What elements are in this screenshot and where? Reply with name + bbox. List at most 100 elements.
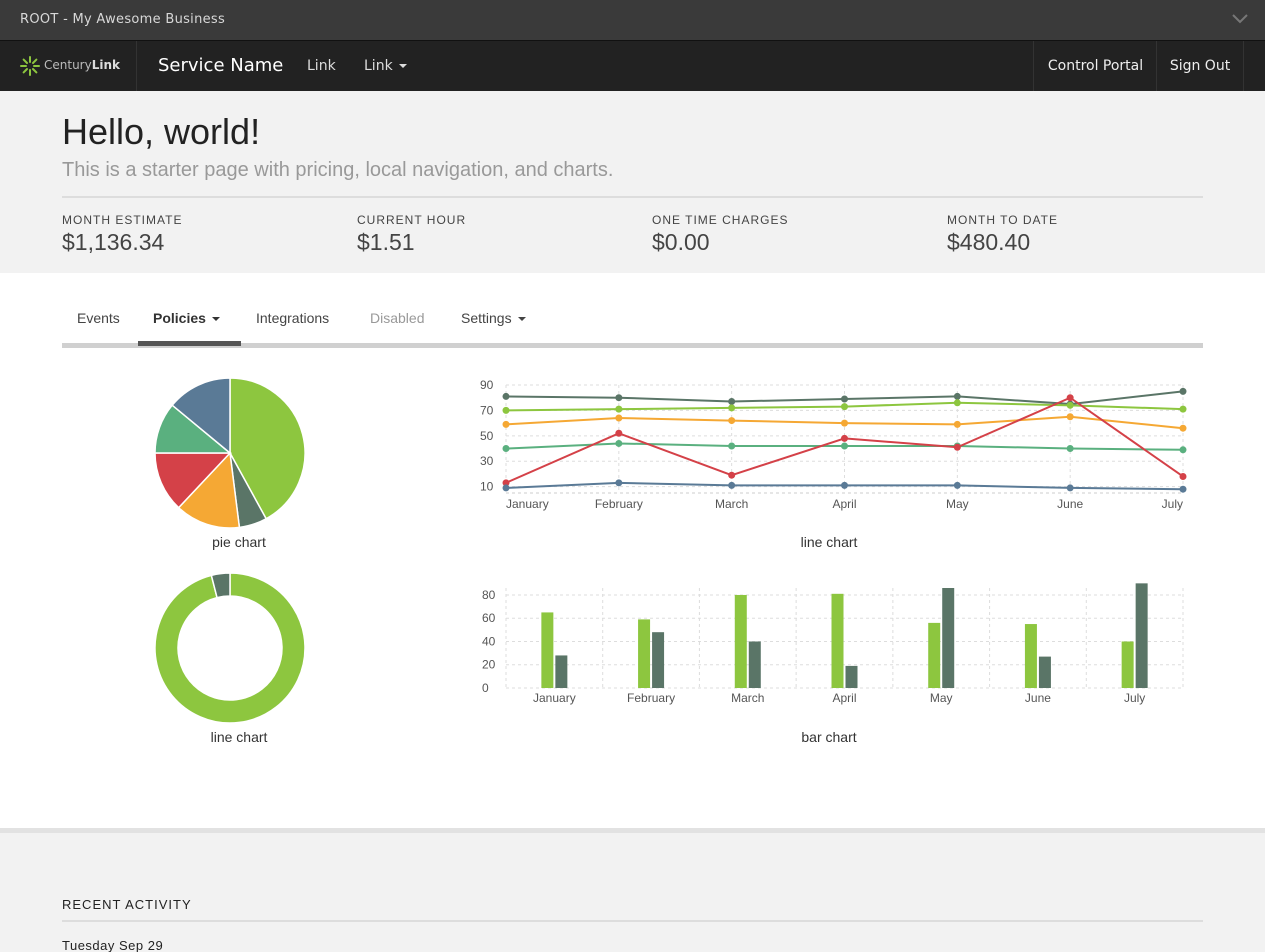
control-portal-label: Control Portal [1047, 58, 1144, 74]
y-tick-label-3: 60 [482, 611, 496, 625]
brand-name: CenturyLink [44, 58, 120, 72]
stat-value: $0.00 [652, 229, 710, 255]
brand-name-bold: Link [91, 58, 121, 72]
data-point-5-5 [1066, 484, 1074, 492]
data-point-2-5 [1066, 413, 1074, 421]
bar-1-2 [748, 641, 761, 688]
bar-0-3 [831, 593, 844, 688]
data-point-5-6 [1179, 485, 1187, 493]
tab-settings-label: Settings [461, 310, 512, 326]
data-point-2-1 [615, 414, 623, 422]
y-tick-label-2: 40 [482, 634, 496, 648]
stat-label: CURRENT HOUR [357, 213, 467, 227]
service-name[interactable]: Service Name [158, 55, 284, 76]
data-point-2-2 [728, 417, 736, 425]
data-point-5-0 [502, 484, 510, 492]
navbar: CenturyLink Service Name Link Link Contr… [0, 40, 1265, 91]
data-point-3-6 [1179, 446, 1187, 454]
stat-month-to-date: MONTH TO DATE $480.40 [947, 213, 1058, 256]
data-point-4-4 [953, 443, 961, 451]
window-title-bar: ROOT - My Awesome Business [0, 0, 1265, 40]
centurylink-logo-icon [20, 56, 40, 76]
donut-slice-0 [154, 572, 306, 724]
data-point-0-6 [1179, 387, 1187, 395]
section-title: RECENT ACTIVITY [62, 897, 192, 912]
data-point-4-1 [615, 429, 623, 437]
bar-0-0 [541, 612, 554, 688]
data-point-4-6 [1179, 472, 1187, 480]
tab-policies[interactable]: Policies [153, 310, 220, 326]
tab-integrations[interactable]: Integrations [256, 310, 330, 326]
brand-name-light: Century [44, 58, 92, 72]
data-point-1-5 [1066, 401, 1074, 409]
data-point-1-4 [953, 399, 961, 407]
data-point-4-5 [1066, 394, 1074, 402]
data-point-2-3 [841, 419, 848, 427]
data-point-0-4 [953, 392, 961, 400]
line-chart-caption: line chart [800, 534, 858, 550]
data-point-3-0 [502, 445, 510, 453]
stat-value: $1,136.34 [62, 229, 165, 255]
data-point-3-2 [728, 442, 736, 450]
stat-label: MONTH TO DATE [947, 213, 1059, 227]
pie-slice-2 [177, 451, 241, 529]
page-title: Hello, world! [62, 111, 261, 152]
bar-1-0 [555, 655, 568, 688]
bar-1-6 [1135, 583, 1148, 688]
tab-settings[interactable]: Settings [461, 310, 526, 326]
bar-chart: 0 20 40 60 80 January February March April May Jun… [482, 583, 1184, 705]
x-tick-label-0: January [506, 497, 549, 511]
bar-1-5 [1038, 656, 1051, 688]
pie-slice-5 [171, 377, 231, 455]
data-point-1-3 [841, 403, 848, 411]
nav-link-1[interactable]: Link [307, 58, 336, 74]
bar-0-2 [734, 594, 747, 688]
caret-down-icon [211, 317, 220, 322]
data-point-3-5 [1066, 445, 1074, 453]
tab-policies-label: Policies [153, 310, 206, 326]
activity-date: Tuesday Sep 29 [62, 938, 164, 952]
data-point-2-6 [1179, 424, 1187, 432]
bar-1-4 [942, 588, 955, 688]
y-tick-label-0: 0 [482, 681, 489, 695]
stat-month-estimate: MONTH ESTIMATE $1,136.34 [62, 213, 182, 256]
sign-out-link[interactable]: Sign Out [1156, 41, 1244, 91]
bar-0-1 [638, 619, 651, 688]
x-tick-label-2: March [715, 497, 748, 511]
tab-events[interactable]: Events [77, 310, 120, 326]
window-title: ROOT - My Awesome Business [20, 12, 226, 27]
caret-down-icon [517, 317, 526, 322]
stat-value: $1.51 [357, 229, 415, 255]
bar-0-5 [1024, 624, 1037, 688]
chevron-down-icon[interactable] [1231, 12, 1249, 26]
data-point-2-4 [953, 420, 961, 428]
pie-chart [154, 377, 306, 529]
data-point-0-2 [728, 398, 736, 406]
stat-label: ONE TIME CHARGES [652, 213, 789, 227]
data-point-2-0 [502, 420, 510, 428]
data-point-3-3 [841, 442, 848, 450]
pie-slice-3 [154, 452, 232, 509]
nav-link-dropdown-label: Link [364, 58, 393, 74]
y-tick-label-2: 50 [480, 429, 494, 443]
bar-1-1 [652, 632, 665, 688]
data-point-4-3 [841, 434, 848, 442]
data-point-4-2 [728, 471, 736, 479]
bar-1-3 [845, 665, 858, 688]
y-tick-label-3: 70 [480, 403, 494, 417]
brand-logo[interactable]: CenturyLink [0, 41, 137, 91]
data-point-1-2 [728, 404, 736, 412]
nav-link-dropdown[interactable]: Link [364, 58, 407, 74]
page-header: Hello, world! This is a starter page wit… [0, 91, 1265, 273]
line-chart: 10 30 50 70 90 January February March April May Ju… [480, 378, 1187, 511]
x-tick-label-3: April [832, 497, 856, 511]
data-point-0-3 [841, 395, 848, 403]
stat-current-hour: CURRENT HOUR $1.51 [357, 213, 466, 256]
divider [62, 920, 1203, 922]
stat-label: MONTH ESTIMATE [62, 213, 183, 227]
control-portal-link[interactable]: Control Portal [1033, 41, 1157, 91]
x-tick-label-5: June [1057, 497, 1083, 511]
divider [62, 196, 1203, 198]
bar-0-6 [1121, 641, 1134, 688]
x-tick-label-6: July [1162, 497, 1183, 511]
